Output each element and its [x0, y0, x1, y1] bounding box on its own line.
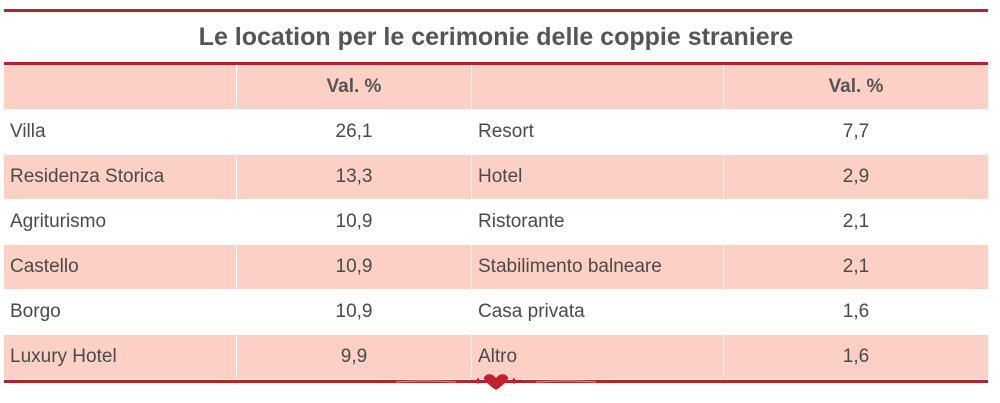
- row-value-left: 9,9: [237, 335, 472, 380]
- table-row: Agriturismo 10,9 Ristorante 2,1: [4, 200, 988, 245]
- heart-ornament-icon: [395, 374, 597, 390]
- row-label-left: Villa: [4, 110, 237, 155]
- row-label-right: Casa privata: [472, 290, 724, 335]
- row-value-left: 10,9: [237, 290, 472, 335]
- top-rule: [4, 9, 988, 12]
- row-label-left: Borgo: [4, 290, 237, 335]
- row-label-left: Residenza Storica: [4, 155, 237, 200]
- row-value-left: 26,1: [237, 110, 472, 155]
- table-row: Castello 10,9 Stabilimento balneare 2,1: [4, 245, 988, 290]
- header-cell-name-left: [4, 65, 237, 110]
- row-value-right: 2,1: [724, 245, 988, 290]
- row-value-right: 7,7: [724, 110, 988, 155]
- row-value-right: 1,6: [724, 335, 988, 380]
- row-value-left: 10,9: [237, 200, 472, 245]
- row-value-right: 2,1: [724, 200, 988, 245]
- row-value-left: 10,9: [237, 245, 472, 290]
- bottom-rule: [4, 374, 988, 390]
- row-label-left: Castello: [4, 245, 237, 290]
- row-label-left: Agriturismo: [4, 200, 237, 245]
- table-row: Luxury Hotel 9,9 Altro 1,6: [4, 335, 988, 380]
- row-value-right: 1,6: [724, 290, 988, 335]
- row-value-left: 13,3: [237, 155, 472, 200]
- data-table: Val. % Val. % Villa 26,1 Resort 7,7 Resi…: [4, 65, 988, 380]
- row-label-right: Resort: [472, 110, 724, 155]
- table-card: Le location per le cerimonie delle coppi…: [4, 9, 988, 390]
- page-title: Le location per le cerimonie delle coppi…: [198, 23, 794, 51]
- title-rule: [4, 62, 988, 65]
- row-label-right: Ristorante: [472, 200, 724, 245]
- header-cell-value-left: Val. %: [237, 65, 472, 110]
- row-value-right: 2,9: [724, 155, 988, 200]
- row-label-right: Hotel: [472, 155, 724, 200]
- table-row: Villa 26,1 Resort 7,7: [4, 110, 988, 155]
- table-header-row: Val. % Val. %: [4, 65, 988, 110]
- row-label-right: Altro: [472, 335, 724, 380]
- row-label-right: Stabilimento balneare: [472, 245, 724, 290]
- table-row: Borgo 10,9 Casa privata 1,6: [4, 290, 988, 335]
- row-label-left: Luxury Hotel: [4, 335, 237, 380]
- table-row: Residenza Storica 13,3 Hotel 2,9: [4, 155, 988, 200]
- header-cell-name-right: [472, 65, 724, 110]
- header-cell-value-right: Val. %: [724, 65, 988, 110]
